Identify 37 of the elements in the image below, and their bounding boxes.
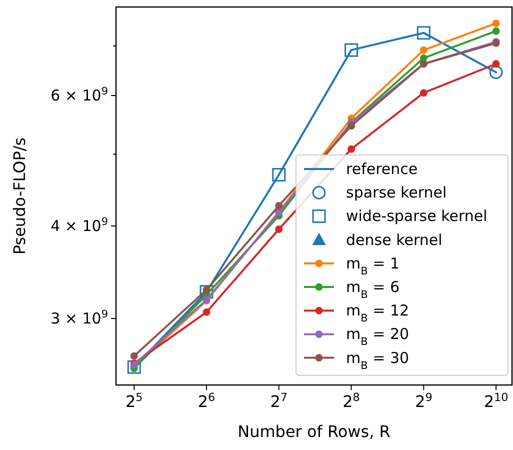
- point: [420, 46, 428, 54]
- x-tick-label: 2$^{6}$: [198, 390, 216, 411]
- legend-label: m$_{B}$ = 20: [346, 325, 410, 348]
- legend-label: reference: [346, 160, 418, 178]
- point: [420, 89, 428, 97]
- point: [344, 43, 358, 57]
- y-tick-label: 4 × 10$^{9}$: [50, 216, 108, 235]
- point: [492, 20, 500, 28]
- point: [416, 26, 430, 40]
- x-tick-label: 2$^{5}$: [125, 390, 143, 411]
- point: [200, 285, 214, 299]
- legend-label: m$_{B}$ = 12: [346, 302, 410, 325]
- x-tick-label: 2$^{7}$: [270, 390, 288, 411]
- point: [348, 122, 356, 130]
- point: [348, 145, 356, 153]
- x-tick-label: 2$^{8}$: [342, 390, 360, 411]
- point: [492, 60, 500, 68]
- x-tick-label: 2$^{9}$: [415, 390, 432, 411]
- x-tick-label: 2$^{10}$: [484, 390, 508, 411]
- point: [130, 352, 138, 360]
- y-tick-label: 3 × 10$^{9}$: [50, 308, 108, 328]
- point: [202, 308, 210, 316]
- point: [275, 225, 283, 233]
- point: [492, 27, 500, 35]
- point: [272, 168, 286, 182]
- legend-label: m$_{B}$ = 30: [346, 348, 410, 372]
- y-tick-label: 6 × 10$^{9}$: [50, 86, 108, 105]
- x-axis-title: Number of Rows, R: [238, 422, 390, 441]
- point: [127, 360, 141, 374]
- y-axis-title: Pseudo-FLOP/s: [10, 137, 29, 255]
- legend-label: sparse kernel: [346, 184, 447, 202]
- legend-label: m$_{B}$ = 1: [346, 254, 400, 278]
- point: [420, 54, 428, 62]
- legend-label: wide-sparse kernel: [346, 207, 488, 226]
- legend-label: dense kernel: [346, 230, 442, 249]
- legend-label: m$_{B}$ = 6: [346, 278, 400, 301]
- point: [275, 202, 283, 210]
